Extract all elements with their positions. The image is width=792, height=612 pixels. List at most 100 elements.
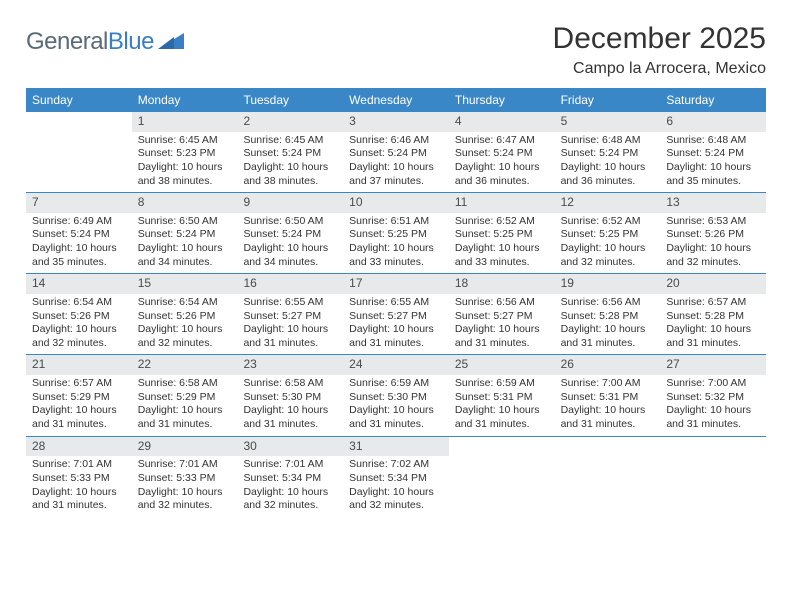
daylight-text: Daylight: 10 hours and 32 minutes. <box>138 486 232 513</box>
date-number <box>555 437 661 457</box>
calendar-cell: 11Sunrise: 6:52 AMSunset: 5:25 PMDayligh… <box>449 193 555 273</box>
page-header: GeneralBlue December 2025 Campo la Arroc… <box>26 22 766 78</box>
daylight-text: Daylight: 10 hours and 31 minutes. <box>243 323 337 350</box>
daylight-text: Daylight: 10 hours and 36 minutes. <box>561 161 655 188</box>
sunrise-text: Sunrise: 6:55 AM <box>243 296 337 310</box>
daylight-text: Daylight: 10 hours and 34 minutes. <box>138 242 232 269</box>
date-number: 7 <box>26 193 132 213</box>
day-header: Wednesday <box>343 88 449 112</box>
sunset-text: Sunset: 5:29 PM <box>138 391 232 405</box>
sunrise-text: Sunrise: 6:56 AM <box>561 296 655 310</box>
date-number: 29 <box>132 437 238 457</box>
cell-body: Sunrise: 6:58 AMSunset: 5:29 PMDaylight:… <box>132 375 238 436</box>
sunset-text: Sunset: 5:24 PM <box>561 147 655 161</box>
date-number: 14 <box>26 274 132 294</box>
cell-body: Sunrise: 7:00 AMSunset: 5:32 PMDaylight:… <box>660 375 766 436</box>
sunset-text: Sunset: 5:29 PM <box>32 391 126 405</box>
calendar-cell: 25Sunrise: 6:59 AMSunset: 5:31 PMDayligh… <box>449 355 555 435</box>
sunrise-text: Sunrise: 7:01 AM <box>138 458 232 472</box>
cell-body: Sunrise: 6:53 AMSunset: 5:26 PMDaylight:… <box>660 213 766 274</box>
sunset-text: Sunset: 5:25 PM <box>561 228 655 242</box>
cell-body: Sunrise: 6:45 AMSunset: 5:24 PMDaylight:… <box>237 132 343 193</box>
daylight-text: Daylight: 10 hours and 32 minutes. <box>666 242 760 269</box>
daylight-text: Daylight: 10 hours and 31 minutes. <box>666 323 760 350</box>
daylight-text: Daylight: 10 hours and 37 minutes. <box>349 161 443 188</box>
sunset-text: Sunset: 5:28 PM <box>561 310 655 324</box>
calendar-cell <box>449 437 555 517</box>
calendar-week: 14Sunrise: 6:54 AMSunset: 5:26 PMDayligh… <box>26 273 766 354</box>
day-header: Sunday <box>26 88 132 112</box>
date-number: 2 <box>237 112 343 132</box>
daylight-text: Daylight: 10 hours and 32 minutes. <box>561 242 655 269</box>
date-number: 31 <box>343 437 449 457</box>
daylight-text: Daylight: 10 hours and 31 minutes. <box>349 404 443 431</box>
sunrise-text: Sunrise: 6:55 AM <box>349 296 443 310</box>
calendar-cell: 2Sunrise: 6:45 AMSunset: 5:24 PMDaylight… <box>237 112 343 192</box>
date-number: 1 <box>132 112 238 132</box>
date-number: 6 <box>660 112 766 132</box>
date-number <box>660 437 766 457</box>
sunset-text: Sunset: 5:27 PM <box>455 310 549 324</box>
sunset-text: Sunset: 5:28 PM <box>666 310 760 324</box>
sunrise-text: Sunrise: 6:54 AM <box>138 296 232 310</box>
calendar-cell: 21Sunrise: 6:57 AMSunset: 5:29 PMDayligh… <box>26 355 132 435</box>
sunset-text: Sunset: 5:26 PM <box>138 310 232 324</box>
date-number: 5 <box>555 112 661 132</box>
sunset-text: Sunset: 5:34 PM <box>349 472 443 486</box>
cell-body: Sunrise: 6:59 AMSunset: 5:30 PMDaylight:… <box>343 375 449 436</box>
calendar-cell: 16Sunrise: 6:55 AMSunset: 5:27 PMDayligh… <box>237 274 343 354</box>
calendar: SundayMondayTuesdayWednesdayThursdayFrid… <box>26 88 766 517</box>
cell-body: Sunrise: 6:47 AMSunset: 5:24 PMDaylight:… <box>449 132 555 193</box>
date-number: 3 <box>343 112 449 132</box>
sunset-text: Sunset: 5:32 PM <box>666 391 760 405</box>
cell-body: Sunrise: 6:54 AMSunset: 5:26 PMDaylight:… <box>132 294 238 355</box>
sunrise-text: Sunrise: 6:57 AM <box>666 296 760 310</box>
title-block: December 2025 Campo la Arrocera, Mexico <box>553 22 766 78</box>
sunrise-text: Sunrise: 6:58 AM <box>138 377 232 391</box>
date-number <box>449 437 555 457</box>
calendar-cell: 26Sunrise: 7:00 AMSunset: 5:31 PMDayligh… <box>555 355 661 435</box>
logo-part1: General <box>26 28 108 55</box>
sunrise-text: Sunrise: 6:52 AM <box>561 215 655 229</box>
calendar-cell: 1Sunrise: 6:45 AMSunset: 5:23 PMDaylight… <box>132 112 238 192</box>
daylight-text: Daylight: 10 hours and 32 minutes. <box>138 323 232 350</box>
daylight-text: Daylight: 10 hours and 31 minutes. <box>349 323 443 350</box>
daylight-text: Daylight: 10 hours and 33 minutes. <box>349 242 443 269</box>
calendar-cell: 20Sunrise: 6:57 AMSunset: 5:28 PMDayligh… <box>660 274 766 354</box>
sunrise-text: Sunrise: 7:01 AM <box>243 458 337 472</box>
date-number: 30 <box>237 437 343 457</box>
daylight-text: Daylight: 10 hours and 31 minutes. <box>32 486 126 513</box>
date-number: 27 <box>660 355 766 375</box>
date-number: 24 <box>343 355 449 375</box>
sunset-text: Sunset: 5:26 PM <box>666 228 760 242</box>
cell-body: Sunrise: 7:01 AMSunset: 5:33 PMDaylight:… <box>26 456 132 517</box>
sunset-text: Sunset: 5:25 PM <box>455 228 549 242</box>
date-number: 11 <box>449 193 555 213</box>
cell-body: Sunrise: 6:54 AMSunset: 5:26 PMDaylight:… <box>26 294 132 355</box>
daylight-text: Daylight: 10 hours and 31 minutes. <box>455 323 549 350</box>
date-number: 13 <box>660 193 766 213</box>
calendar-cell: 27Sunrise: 7:00 AMSunset: 5:32 PMDayligh… <box>660 355 766 435</box>
daylight-text: Daylight: 10 hours and 32 minutes. <box>32 323 126 350</box>
sunrise-text: Sunrise: 6:45 AM <box>243 134 337 148</box>
sunrise-text: Sunrise: 7:02 AM <box>349 458 443 472</box>
calendar-cell: 19Sunrise: 6:56 AMSunset: 5:28 PMDayligh… <box>555 274 661 354</box>
sunset-text: Sunset: 5:26 PM <box>32 310 126 324</box>
sunset-text: Sunset: 5:24 PM <box>349 147 443 161</box>
date-number: 21 <box>26 355 132 375</box>
date-number: 17 <box>343 274 449 294</box>
cell-body: Sunrise: 6:49 AMSunset: 5:24 PMDaylight:… <box>26 213 132 274</box>
calendar-cell: 12Sunrise: 6:52 AMSunset: 5:25 PMDayligh… <box>555 193 661 273</box>
sunset-text: Sunset: 5:24 PM <box>666 147 760 161</box>
sunset-text: Sunset: 5:31 PM <box>455 391 549 405</box>
calendar-week: 21Sunrise: 6:57 AMSunset: 5:29 PMDayligh… <box>26 354 766 435</box>
sunrise-text: Sunrise: 6:52 AM <box>455 215 549 229</box>
cell-body: Sunrise: 6:52 AMSunset: 5:25 PMDaylight:… <box>449 213 555 274</box>
sunrise-text: Sunrise: 6:45 AM <box>138 134 232 148</box>
location: Campo la Arrocera, Mexico <box>553 60 766 78</box>
cell-body: Sunrise: 7:01 AMSunset: 5:33 PMDaylight:… <box>132 456 238 517</box>
sunrise-text: Sunrise: 6:46 AM <box>349 134 443 148</box>
month-title: December 2025 <box>553 22 766 56</box>
cell-body: Sunrise: 6:52 AMSunset: 5:25 PMDaylight:… <box>555 213 661 274</box>
daylight-text: Daylight: 10 hours and 32 minutes. <box>349 486 443 513</box>
